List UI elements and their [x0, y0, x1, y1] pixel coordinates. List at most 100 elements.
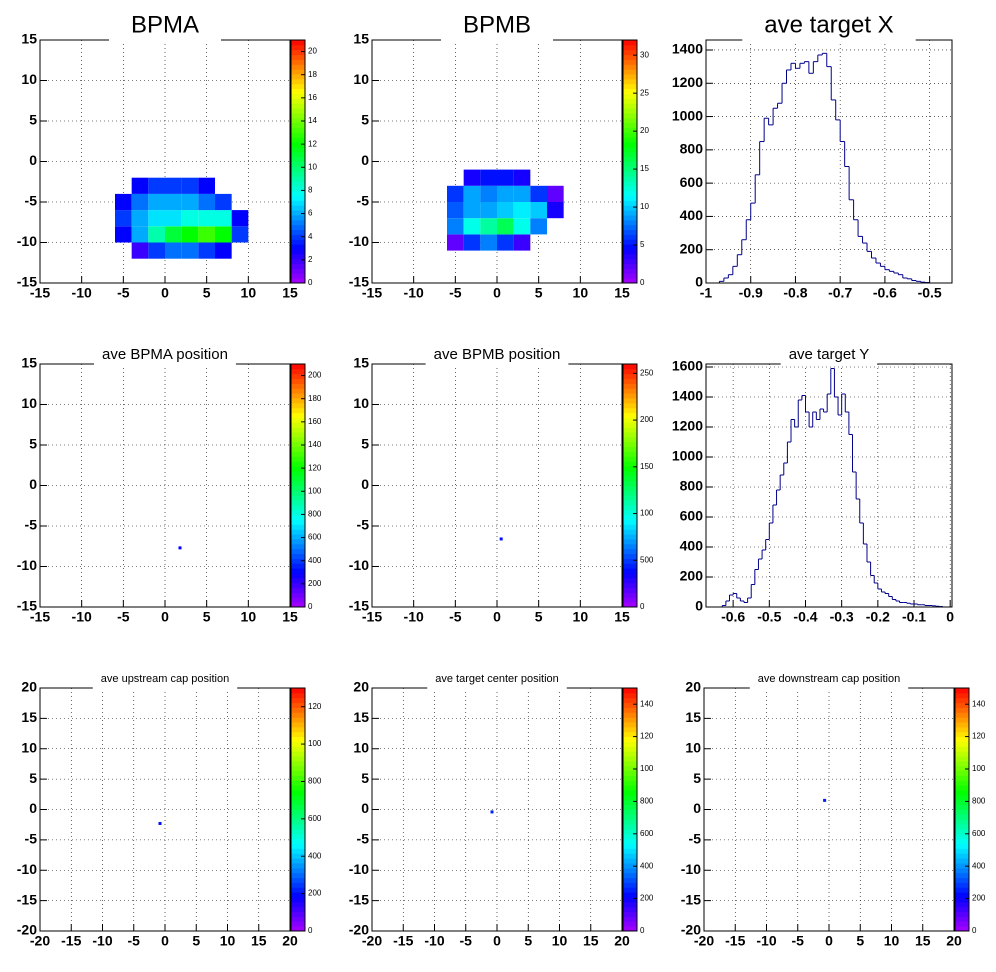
color-scale	[291, 577, 305, 584]
point	[178, 546, 182, 550]
y-tick-label: 0	[361, 800, 369, 816]
heat-cell	[480, 169, 497, 186]
color-scale	[291, 373, 305, 380]
z-tick-label: 20	[640, 126, 649, 135]
color-scale	[291, 794, 305, 801]
z-tick-label: 5	[640, 240, 645, 249]
z-tick-label: 500	[640, 555, 654, 564]
chart-title: ave target center position	[435, 673, 559, 685]
y-tick-label: 15	[685, 709, 701, 725]
color-scale	[955, 911, 969, 917]
heat-cell	[480, 185, 497, 202]
color-scale	[291, 828, 305, 835]
color-scale	[623, 592, 637, 598]
x-tick-label: -0.2	[866, 609, 890, 625]
point	[158, 821, 162, 825]
z-tick-label: 200	[972, 894, 986, 903]
title-box	[425, 341, 569, 366]
color-scale	[623, 485, 637, 491]
x-tick-label: -5	[128, 933, 141, 949]
x-tick-label: 0	[493, 285, 501, 301]
z-tick-label: 100	[308, 739, 322, 748]
color-scale	[291, 253, 305, 260]
color-scale	[291, 872, 305, 879]
heat-cell	[547, 234, 564, 250]
heat-cell	[447, 202, 464, 219]
color-scale	[623, 853, 637, 859]
color-scale	[955, 901, 969, 908]
color-scale	[955, 746, 969, 752]
color-scale	[955, 926, 969, 932]
color-scale	[623, 229, 637, 235]
x-tick-label: 0	[161, 285, 169, 301]
x-tick-label: -0.8	[783, 285, 807, 301]
color-scale	[291, 785, 305, 791]
y-tick-label: 10	[353, 739, 369, 755]
heat-cell	[215, 210, 232, 227]
z-tick-label: 400	[308, 851, 322, 860]
x-tick-label: 10	[573, 285, 589, 301]
x-tick-label: 10	[241, 609, 257, 625]
z-tick-label: 400	[972, 861, 986, 870]
color-scale	[291, 882, 305, 888]
color-scale-frame	[954, 687, 970, 932]
x-tick-label: 15	[614, 285, 630, 301]
color-scale	[623, 59, 637, 65]
heat-cell	[181, 242, 199, 259]
y-tick-label: 15	[353, 31, 369, 47]
color-scale	[623, 132, 637, 138]
y-tick-label: 1000	[672, 448, 703, 464]
color-scale	[623, 185, 637, 192]
color-scale	[955, 916, 969, 922]
color-scale	[291, 44, 305, 51]
color-scale	[291, 427, 305, 433]
color-scale	[623, 248, 637, 255]
point	[823, 798, 827, 802]
color-scale	[291, 195, 305, 201]
color-scale	[623, 219, 637, 226]
heat-cell	[513, 234, 531, 251]
title-box	[780, 341, 878, 366]
color-scale	[623, 176, 637, 182]
y-tick-label: 0	[361, 476, 369, 492]
y-tick-label: 0	[695, 274, 703, 290]
heat-cell	[231, 226, 249, 243]
color-scale	[291, 688, 305, 694]
y-tick-label: -5	[25, 193, 38, 209]
color-scale	[623, 388, 637, 394]
y-tick-label: -20	[17, 922, 37, 938]
title-box	[92, 668, 238, 690]
color-scale	[955, 804, 969, 810]
x-tick-label: -10	[72, 285, 92, 301]
z-tick-label: 6	[308, 209, 313, 218]
color-scale	[623, 151, 637, 158]
color-scale	[623, 780, 637, 786]
x-tick-label: -15	[61, 933, 81, 949]
heat-cell	[215, 193, 232, 211]
y-tick-label: 15	[353, 709, 369, 725]
color-scale	[291, 219, 305, 226]
color-scale	[291, 210, 305, 216]
z-tick-label: 600	[640, 829, 654, 838]
x-tick-label: -5	[117, 609, 130, 625]
y-tick-label: -15	[17, 891, 37, 907]
color-scale	[955, 692, 969, 699]
y-tick-label: -20	[681, 922, 701, 938]
color-scale	[623, 843, 637, 849]
color-scale	[291, 543, 305, 550]
color-scale	[955, 712, 969, 718]
heat-cell	[480, 218, 497, 235]
color-scale	[623, 117, 637, 124]
color-scale	[623, 722, 637, 728]
color-scale	[291, 436, 305, 443]
color-scale	[623, 833, 637, 840]
y-tick-label: 10	[21, 395, 37, 411]
color-scale	[623, 746, 637, 752]
color-scale	[955, 707, 969, 713]
color-scale	[291, 799, 305, 806]
color-scale	[291, 417, 305, 423]
heat-cell	[115, 226, 132, 243]
color-scale	[623, 44, 637, 51]
color-scale	[291, 234, 305, 240]
